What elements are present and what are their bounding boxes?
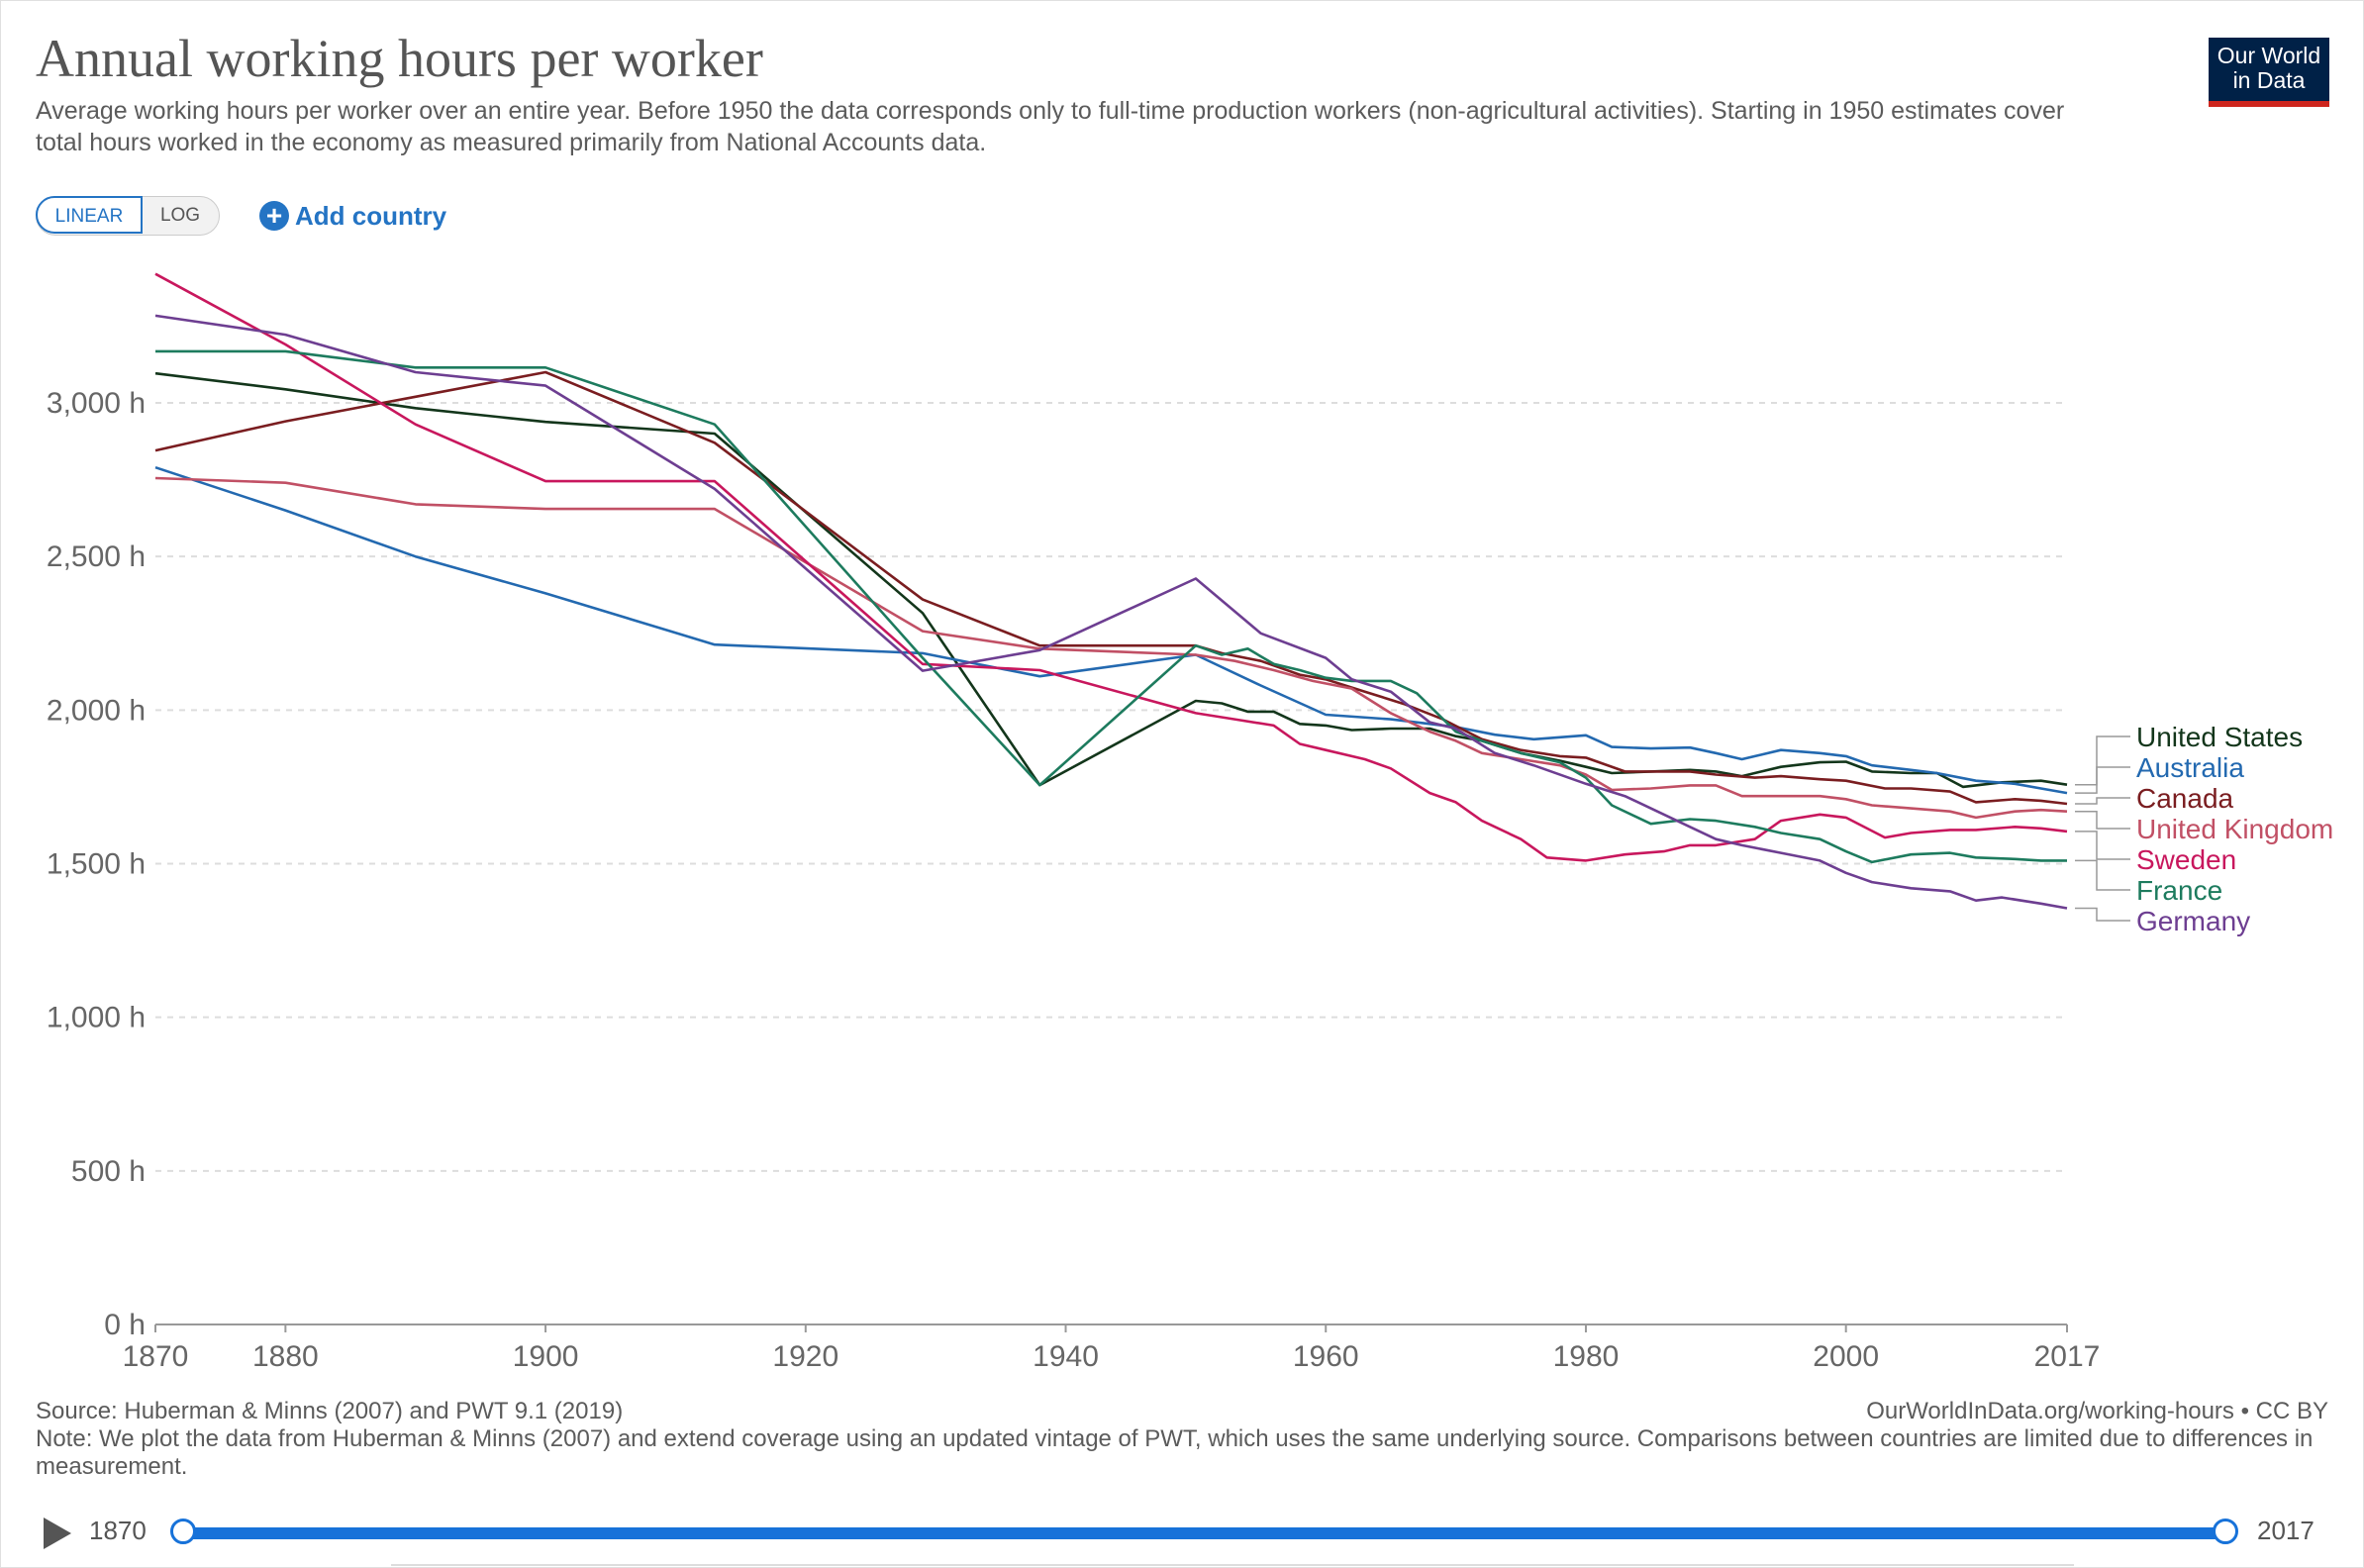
legend-connector-france xyxy=(2075,859,2130,891)
logo-line-2: in Data xyxy=(2232,67,2306,93)
chart-title: Annual working hours per worker xyxy=(36,29,763,88)
legend-label-united-kingdom: United Kingdom xyxy=(2136,814,2333,844)
x-tick-label: 1920 xyxy=(772,1340,838,1373)
legend-connector-canada xyxy=(2075,797,2130,805)
series-line-australia xyxy=(154,465,2068,795)
log-scale-button[interactable]: LOG xyxy=(159,205,201,226)
series-line-sweden xyxy=(154,272,2068,862)
source-text: Source: Huberman & Minns (2007) and PWT … xyxy=(36,1398,624,1424)
x-tick-label: 1870 xyxy=(123,1340,189,1373)
legend-connector-united-states xyxy=(2075,735,2130,786)
y-tick-label: 500 h xyxy=(71,1155,146,1188)
y-tick-label: 0 h xyxy=(104,1309,146,1341)
series-line-united-kingdom xyxy=(154,476,2068,820)
series-line-germany xyxy=(154,314,2068,910)
x-tick-label: 1880 xyxy=(252,1340,319,1373)
legend-label-australia: Australia xyxy=(2136,752,2244,783)
note-text: Note: We plot the data from Huberman & M… xyxy=(36,1425,2314,1480)
timeline-start-handle[interactable] xyxy=(170,1519,196,1544)
owid-url-link[interactable]: OurWorldInData.org/working-hours • CC BY xyxy=(1866,1398,2328,1424)
y-tick-label: 1,000 h xyxy=(47,1002,146,1034)
series-line-france xyxy=(155,349,2067,864)
x-tick-label: 1900 xyxy=(513,1340,579,1373)
linear-scale-button[interactable]: LINEAR xyxy=(36,196,143,234)
x-tick-label: 1960 xyxy=(1293,1340,1359,1373)
y-tick-label: 2,000 h xyxy=(47,694,146,727)
chart-subtitle: Average working hours per worker over an… xyxy=(36,97,2065,156)
owid-logo[interactable]: Our World in Data xyxy=(2209,38,2329,107)
timeline-start-label: 1870 xyxy=(89,1516,147,1545)
legend-connector-australia xyxy=(2075,766,2130,794)
logo-line-1: Our World xyxy=(2216,43,2321,68)
y-tick-label: 1,500 h xyxy=(47,848,146,881)
legend-connector-united-kingdom xyxy=(2075,810,2130,830)
timeline-end-label: 2017 xyxy=(2257,1516,2315,1545)
x-tick-label: 1980 xyxy=(1553,1340,1620,1373)
series-line-canada xyxy=(154,370,2068,806)
legend-label-canada: Canada xyxy=(2136,783,2234,814)
legend-label-united-states: United States xyxy=(2136,722,2303,752)
timeline-slider[interactable] xyxy=(183,1527,2225,1539)
legend-connector-germany xyxy=(2075,907,2130,922)
axes: 0 h 500 h 1,000 h 1,500 h 2,000 h 2,500 h 3,00… xyxy=(47,387,2100,1373)
series-lines xyxy=(154,272,2068,910)
legend-label-germany: Germany xyxy=(2136,906,2250,936)
grid-lines xyxy=(155,402,2067,1172)
legend-label-sweden: Sweden xyxy=(2136,844,2236,875)
add-country-button[interactable]: + Add country xyxy=(259,196,446,236)
legend-connector-sweden xyxy=(2075,831,2130,860)
x-tick-label: 2000 xyxy=(1813,1340,1879,1373)
timeline-end-handle[interactable] xyxy=(2213,1519,2238,1544)
legend-label-france: France xyxy=(2136,875,2222,906)
plus-icon: + xyxy=(259,201,289,231)
play-icon[interactable] xyxy=(44,1518,71,1549)
tab-bar-divider xyxy=(391,1564,2074,1566)
x-tick-label: 1940 xyxy=(1033,1340,1099,1373)
y-tick-label: 3,000 h xyxy=(47,387,146,420)
x-tick-label: 2017 xyxy=(2034,1340,2101,1373)
add-country-label: Add country xyxy=(295,200,447,231)
y-tick-label: 2,500 h xyxy=(47,540,146,573)
